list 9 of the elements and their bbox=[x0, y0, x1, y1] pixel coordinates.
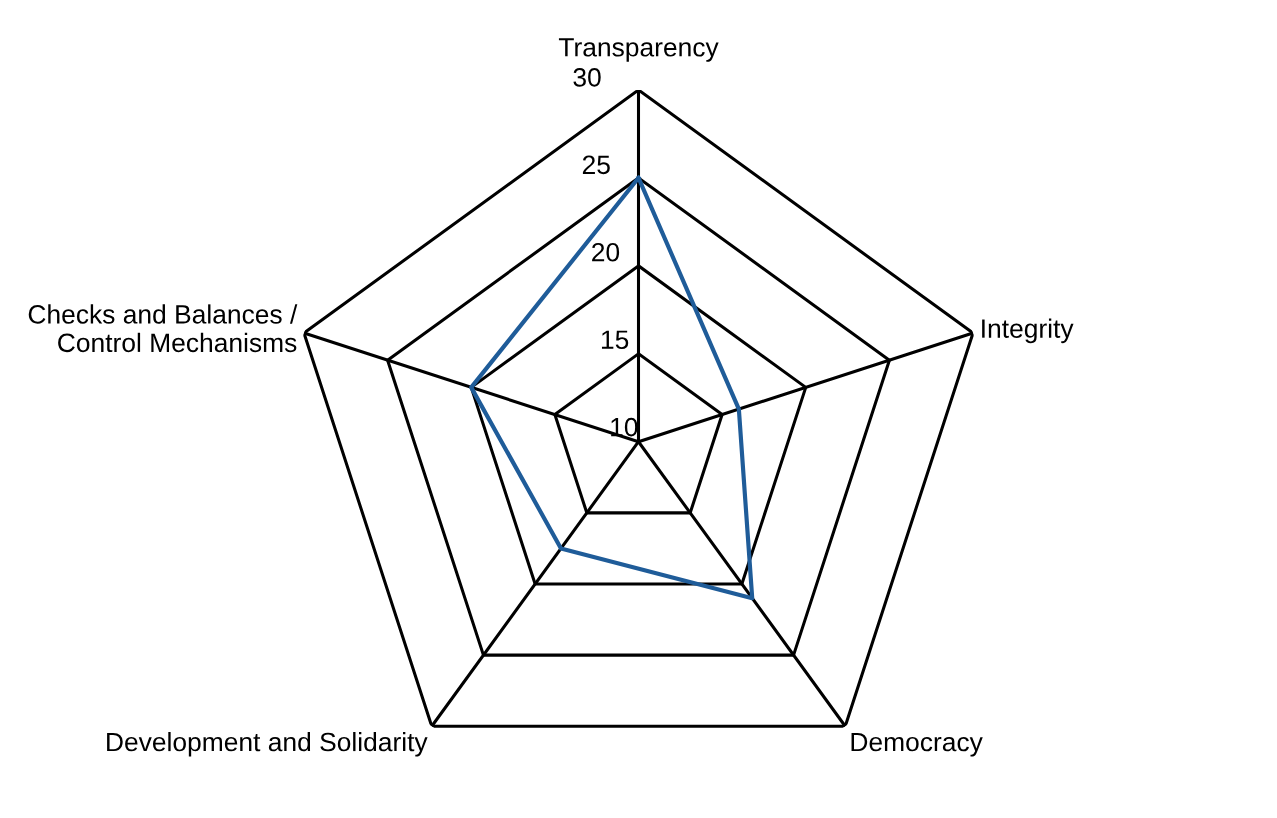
spoke-label: Integrity bbox=[982, 318, 1074, 344]
y-tick-label: 15 bbox=[601, 330, 629, 350]
spoke-label: Transparency bbox=[558, 38, 719, 62]
y-tick-label: 30 bbox=[573, 68, 601, 87]
y-tick-label: 25 bbox=[582, 155, 610, 175]
spoke-label: Democracy bbox=[851, 732, 983, 757]
spoke-label: Development and Solidarity bbox=[107, 731, 428, 757]
y-tick-label: 20 bbox=[592, 242, 620, 262]
spoke-label: Checks and Balances / Control Mechanisms bbox=[28, 304, 298, 353]
